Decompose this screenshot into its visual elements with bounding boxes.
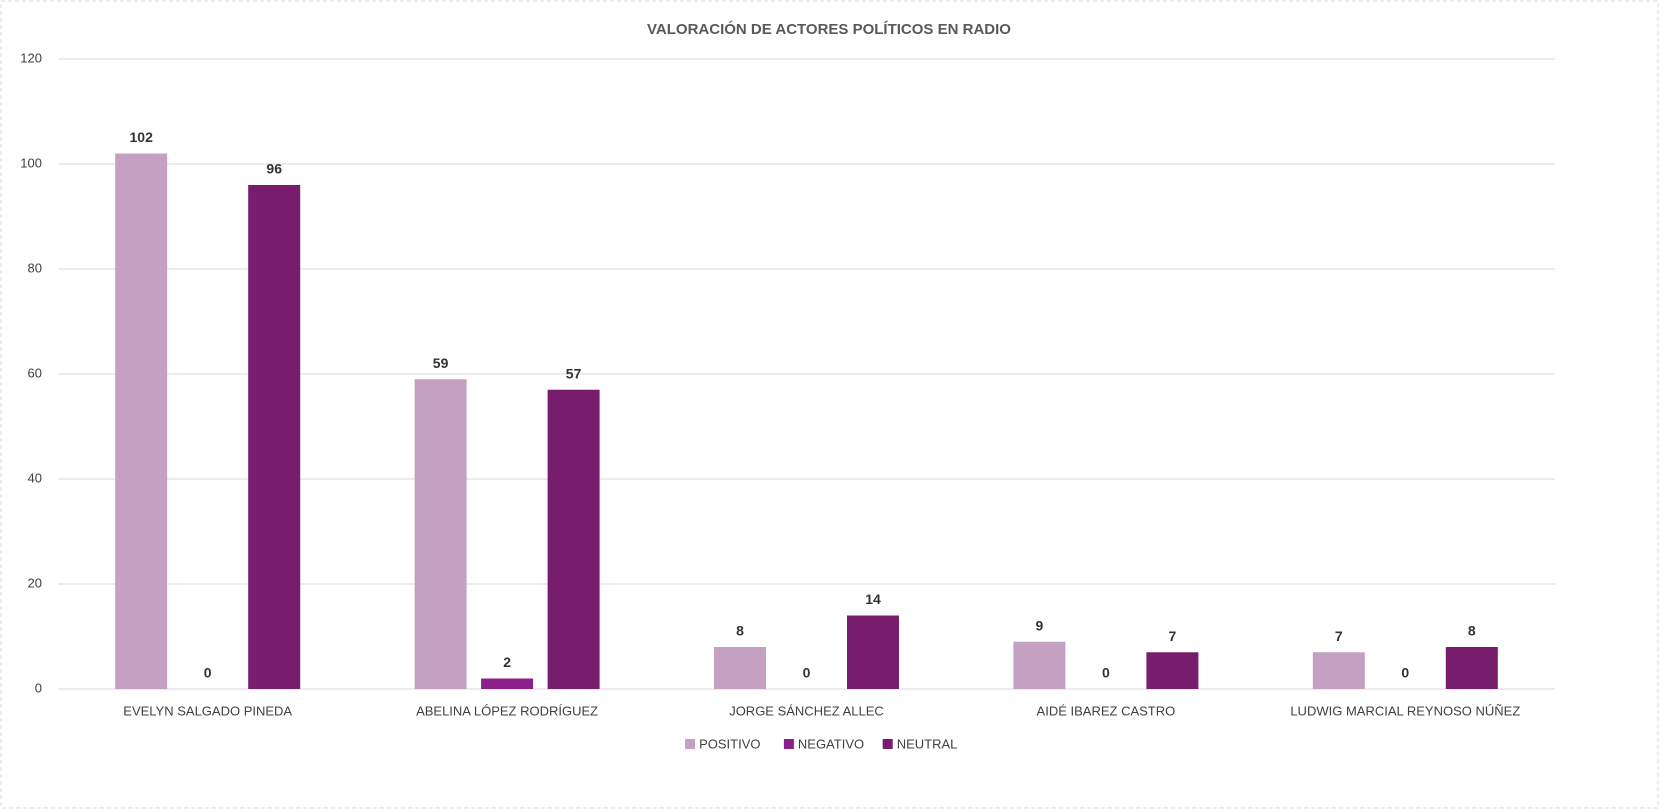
x-tick-label: EVELYN SALGADO PINEDA (123, 703, 292, 718)
value-label: 0 (803, 665, 811, 681)
bar (1013, 641, 1066, 689)
bar (714, 647, 766, 689)
legend-swatch (783, 739, 794, 749)
legend-swatch (882, 739, 893, 749)
bar (1445, 647, 1498, 689)
chart-title: VALORACIÓN DE ACTORES POLÍTICOS EN RADIO (647, 20, 1011, 38)
value-label: 9 (1036, 617, 1044, 633)
bar (1146, 652, 1199, 689)
legend-label: NEGATIVO (798, 736, 864, 751)
value-label: 0 (1401, 665, 1409, 681)
legend-label: POSITIVO (699, 736, 760, 751)
bar (1312, 652, 1365, 689)
bar (248, 185, 301, 689)
value-label: 8 (736, 623, 744, 639)
value-label: 7 (1335, 628, 1343, 644)
y-tick-label: 40 (28, 470, 42, 485)
x-tick-label: JORGE SÁNCHEZ ALLEC (729, 703, 884, 718)
y-tick-label: 0 (35, 680, 42, 695)
bar (414, 379, 467, 689)
value-label: 8 (1468, 623, 1476, 639)
y-tick-label: 120 (20, 50, 42, 65)
bar (115, 153, 168, 689)
value-label: 2 (503, 654, 511, 670)
value-label: 0 (204, 665, 212, 681)
bar (547, 389, 600, 689)
bar (481, 678, 534, 689)
value-label: 0 (1102, 665, 1110, 681)
x-tick-label: LUDWIG MARCIAL REYNOSO NÚÑEZ (1290, 703, 1520, 718)
legend-swatch (685, 739, 696, 749)
y-tick-label: 20 (28, 575, 42, 590)
y-tick-label: 100 (20, 155, 42, 170)
x-tick-label: AIDÉ IBAREZ CASTRO (1037, 703, 1176, 718)
x-tick-label: ABELINA LÓPEZ RODRÍGUEZ (416, 703, 598, 718)
legend-label: NEUTRAL (897, 736, 958, 751)
value-label: 96 (266, 161, 282, 177)
value-label: 57 (566, 365, 582, 381)
y-tick-label: 60 (28, 365, 42, 380)
value-label: 14 (865, 591, 881, 607)
y-tick-label: 80 (28, 260, 42, 275)
bar (847, 615, 899, 689)
value-label: 102 (130, 129, 154, 145)
value-label: 59 (433, 355, 449, 371)
value-label: 7 (1169, 628, 1177, 644)
